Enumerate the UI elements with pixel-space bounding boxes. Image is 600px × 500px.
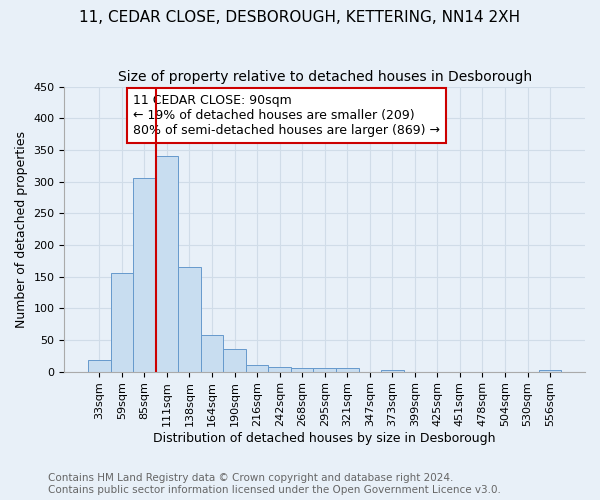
Title: Size of property relative to detached houses in Desborough: Size of property relative to detached ho… bbox=[118, 70, 532, 84]
Text: 11 CEDAR CLOSE: 90sqm
← 19% of detached houses are smaller (209)
80% of semi-det: 11 CEDAR CLOSE: 90sqm ← 19% of detached … bbox=[133, 94, 440, 137]
Bar bbox=[539, 370, 562, 372]
Bar bbox=[201, 336, 223, 372]
Bar bbox=[178, 267, 201, 372]
X-axis label: Distribution of detached houses by size in Desborough: Distribution of detached houses by size … bbox=[154, 432, 496, 445]
Bar bbox=[155, 156, 178, 372]
Bar bbox=[88, 360, 110, 372]
Bar bbox=[313, 368, 336, 372]
Bar bbox=[336, 368, 359, 372]
Text: Contains HM Land Registry data © Crown copyright and database right 2024.
Contai: Contains HM Land Registry data © Crown c… bbox=[48, 474, 501, 495]
Bar bbox=[291, 368, 313, 372]
Bar bbox=[133, 178, 155, 372]
Bar bbox=[246, 366, 268, 372]
Text: 11, CEDAR CLOSE, DESBOROUGH, KETTERING, NN14 2XH: 11, CEDAR CLOSE, DESBOROUGH, KETTERING, … bbox=[79, 10, 521, 25]
Bar bbox=[223, 349, 246, 372]
Bar bbox=[110, 274, 133, 372]
Bar bbox=[381, 370, 404, 372]
Bar bbox=[268, 367, 291, 372]
Y-axis label: Number of detached properties: Number of detached properties bbox=[15, 130, 28, 328]
